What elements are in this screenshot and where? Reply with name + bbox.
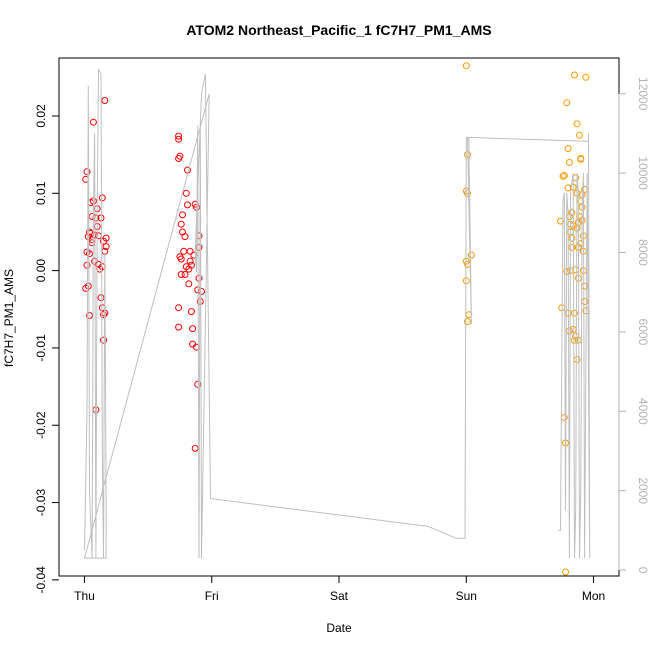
y-tick-label: -0.03 (34, 489, 48, 517)
data-point (186, 257, 194, 265)
data-point (559, 172, 567, 180)
data-point (189, 325, 197, 333)
right-tick-label: 12000 (636, 77, 650, 111)
data-point (83, 248, 91, 256)
data-point (86, 228, 93, 236)
data-point (563, 99, 571, 107)
data-point (175, 132, 183, 140)
data-point (573, 120, 581, 128)
data-point (571, 309, 578, 317)
x-axis-label: Date (326, 621, 352, 635)
x-tick-label: Sat (330, 589, 349, 603)
data-point (195, 274, 203, 282)
plot-area: Thu Fri Sat Sun Mon -0.04 -0.03 -0.02 -0.01 0.00 0… (34, 57, 650, 603)
data-point (577, 155, 585, 162)
data-point (97, 294, 105, 302)
data-point (89, 118, 97, 126)
right-tick-label: 10000 (636, 156, 650, 190)
data-point (175, 323, 183, 331)
data-point (175, 135, 183, 143)
data-point (564, 145, 572, 152)
y-tick-label: -0.04 (34, 566, 48, 594)
data-point (464, 318, 471, 326)
right-tick-label: 2000 (636, 477, 650, 504)
data-point (571, 71, 578, 79)
data-point (83, 261, 91, 269)
altitude-line (83, 68, 591, 559)
data-point (185, 280, 193, 288)
data-point (186, 247, 194, 255)
chart-title: ATOM2 Northeast_Pacific_1 fC7H7_PM1_AMS (186, 22, 491, 38)
y-tick-label: -0.02 (34, 411, 48, 439)
data-point (560, 172, 568, 179)
data-point (177, 220, 185, 228)
data-point (175, 155, 183, 162)
data-point (182, 189, 190, 197)
data-point (181, 233, 189, 241)
data-point (195, 243, 203, 251)
data-point (467, 251, 475, 259)
right-tick-label: 8000 (636, 239, 650, 266)
data-point (462, 62, 470, 70)
data-point (568, 209, 576, 217)
data-point (565, 158, 573, 166)
data-point (187, 308, 195, 316)
x-tick-label: Mon (582, 589, 605, 603)
data-point (464, 189, 471, 197)
data-point (571, 336, 578, 344)
y-tick-label: -0.01 (34, 334, 48, 362)
data-point (177, 255, 185, 263)
data-point (184, 201, 191, 209)
y-tick-label: 0.01 (34, 181, 48, 205)
y-tick-label: 0.02 (34, 104, 48, 128)
data-point (576, 131, 583, 139)
data-point (568, 234, 576, 242)
data-point (102, 234, 110, 242)
y-tick-label: 0.00 (34, 259, 48, 283)
data-point (562, 568, 569, 576)
data-point (582, 73, 590, 81)
right-tick-label: 0 (636, 567, 650, 574)
right-tick-label: 4000 (636, 398, 650, 425)
data-point (101, 97, 109, 104)
data-point (102, 243, 110, 251)
x-tick-label: Thu (74, 589, 95, 603)
data-point (83, 168, 91, 176)
data-point (177, 271, 185, 278)
data-point (100, 311, 107, 319)
data-point (100, 336, 107, 344)
data-point (557, 217, 564, 225)
x-tick-label: Sun (456, 589, 477, 603)
y-axis-label: fC7H7_PM1_AMS (2, 269, 16, 367)
data-point (98, 194, 106, 202)
x-tick-label: Fri (205, 589, 219, 603)
data-point (181, 271, 189, 278)
data-point (179, 211, 186, 219)
right-tick-label: 6000 (636, 319, 650, 346)
data-point (187, 261, 195, 269)
data-point (175, 304, 183, 312)
data-point (86, 312, 93, 319)
